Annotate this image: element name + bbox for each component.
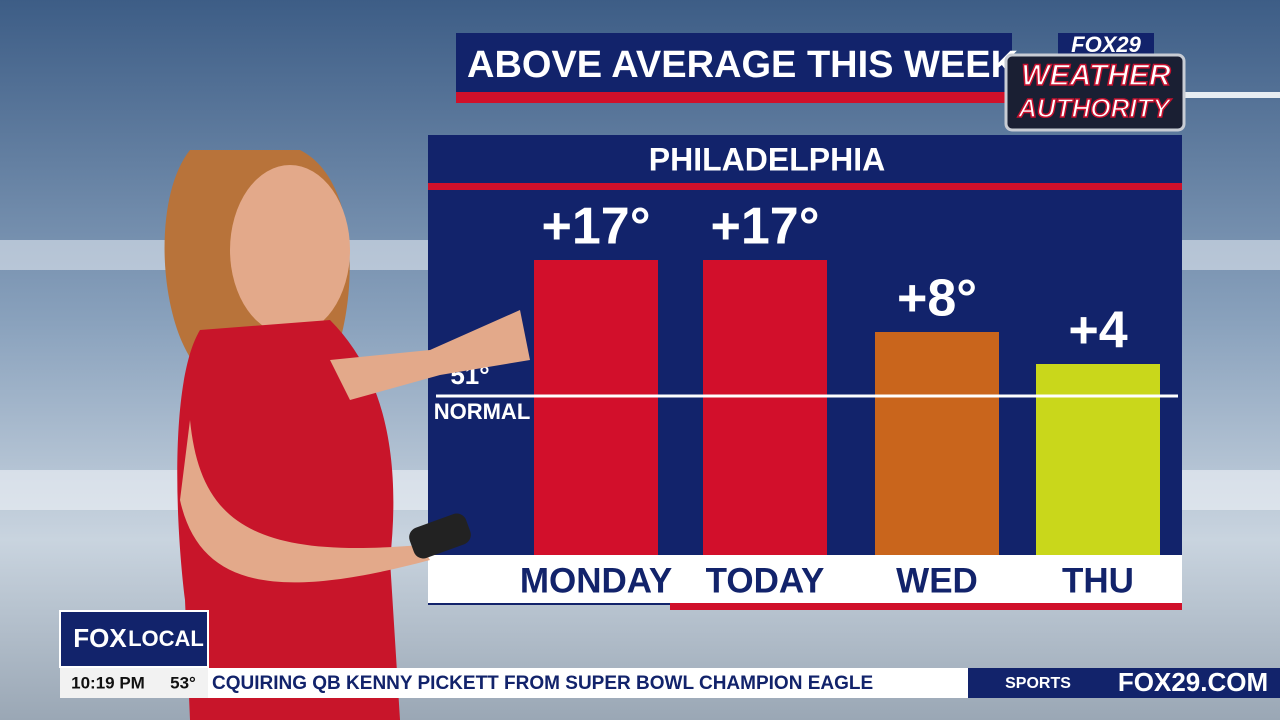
section: SPORTS xyxy=(1005,675,1071,692)
time: 10:19 PM xyxy=(71,673,145,692)
bars: +17° MONDAY +17° TODAY +8° WED +4 THU xyxy=(520,198,1160,600)
site: FOX29.COM xyxy=(1118,667,1268,697)
brand-box xyxy=(1058,33,1154,57)
value-label: +4 xyxy=(1068,302,1127,360)
category-label: THU xyxy=(1062,561,1134,600)
logo xyxy=(1004,53,1186,132)
bar xyxy=(703,260,827,555)
label-stripe xyxy=(670,603,1182,610)
rule xyxy=(1180,92,1280,98)
channel: FOX xyxy=(73,623,127,653)
normal-label: NORMAL xyxy=(434,399,531,424)
headline-stripe xyxy=(456,92,1012,103)
headline-bar xyxy=(456,33,1012,103)
bar xyxy=(1036,364,1160,555)
value-label: +17° xyxy=(541,198,650,256)
category-label: TODAY xyxy=(706,561,825,600)
label-strip xyxy=(428,555,1182,603)
bar xyxy=(534,260,658,555)
time-box xyxy=(60,668,208,698)
channel-sub: LOCAL xyxy=(128,626,204,651)
title-stripe xyxy=(428,183,1182,190)
bar xyxy=(875,332,999,555)
ticker-text: CQUIRING QB KENNY PICKETT FROM SUPER BOW… xyxy=(212,673,873,694)
chart-title: PHILADELPHIA xyxy=(649,141,885,177)
value-label: +8° xyxy=(897,270,977,328)
ticker-right xyxy=(968,668,1280,698)
headline: ABOVE AVERAGE THIS WEEK xyxy=(467,44,1019,86)
logo-bottom: AUTHORITY xyxy=(1017,93,1172,123)
category-label: MONDAY xyxy=(520,561,672,600)
temperature: 53° xyxy=(170,673,196,692)
presenter xyxy=(164,150,530,720)
category-label: WED xyxy=(896,561,978,600)
value-label: +17° xyxy=(710,198,819,256)
brand: FOX29 xyxy=(1071,32,1141,57)
channel-box xyxy=(59,610,209,668)
logo-top: WEATHER xyxy=(1021,59,1171,92)
